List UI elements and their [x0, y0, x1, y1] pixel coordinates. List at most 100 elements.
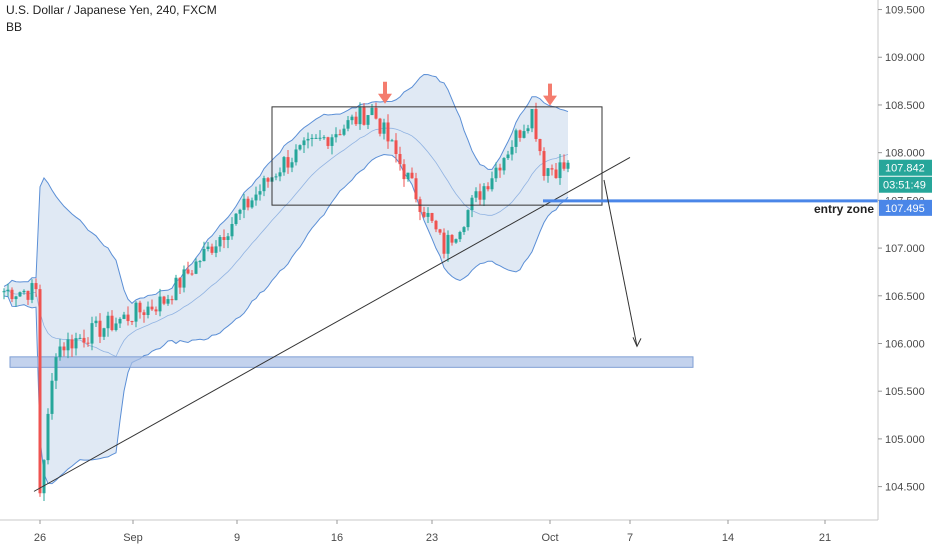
candle-body — [494, 167, 498, 179]
candle-body — [326, 137, 330, 146]
top-arrow-marker — [378, 81, 392, 104]
candle-body — [402, 164, 406, 180]
price-tick-label: 105.000 — [885, 434, 925, 446]
candle-body — [18, 292, 22, 297]
candle-body — [566, 162, 570, 169]
candle-body — [518, 130, 522, 138]
candle-body — [222, 237, 226, 240]
candle-body — [470, 197, 474, 211]
candle-body — [170, 299, 174, 301]
candle-body — [62, 346, 66, 351]
candle-body — [42, 460, 46, 494]
candle-body — [442, 232, 446, 254]
candle-body — [118, 318, 122, 324]
candle-body — [462, 227, 466, 233]
bollinger-lower-band — [3, 154, 569, 485]
candle-body — [202, 248, 206, 262]
candle-body — [94, 320, 98, 324]
candle-body — [126, 314, 130, 322]
candle-body — [34, 283, 38, 290]
candle-body — [130, 321, 134, 323]
time-tick-label: 23 — [426, 532, 438, 544]
entry-zone-label: entry zone — [814, 202, 874, 216]
candle-body — [258, 191, 262, 195]
candle-body — [294, 149, 298, 163]
candle-body — [382, 122, 386, 134]
candle-body — [162, 296, 166, 304]
candle-body — [114, 323, 118, 331]
candle-body — [514, 130, 518, 147]
price-tick-label: 108.000 — [885, 148, 925, 160]
candle-body — [298, 145, 302, 150]
candle-body — [358, 107, 362, 125]
candle-body — [102, 328, 106, 337]
candle-body — [454, 239, 458, 243]
candle-body — [6, 289, 10, 292]
candle-body — [466, 210, 470, 228]
last-price-badge — [879, 159, 932, 176]
candle-body — [310, 137, 314, 139]
candle-body — [254, 194, 258, 201]
candle-body — [486, 186, 490, 190]
candle-body — [262, 178, 266, 192]
candle-body — [90, 323, 94, 344]
price-tick-label: 107.000 — [885, 243, 925, 255]
candle-body — [186, 269, 190, 274]
candle-body — [134, 302, 138, 322]
candle-body — [26, 290, 30, 300]
candle-body — [302, 140, 306, 146]
candle-body — [70, 339, 74, 349]
candle-body — [110, 315, 114, 331]
candle-body — [178, 277, 182, 288]
candle-body — [14, 296, 18, 300]
candle-body — [54, 357, 58, 381]
candle-body — [214, 246, 218, 253]
candle-body — [474, 191, 478, 198]
time-tick-label: 7 — [627, 532, 633, 544]
time-tick-label: 26 — [34, 532, 46, 544]
candle-body — [10, 289, 14, 300]
candle-body — [246, 198, 250, 208]
time-tick-label: 9 — [234, 532, 240, 544]
candle-body — [146, 306, 150, 315]
candle-body — [534, 109, 538, 140]
time-tick-label: Sep — [123, 532, 143, 544]
top-arrow-marker — [543, 83, 557, 106]
candle-body — [58, 346, 62, 358]
candle-body — [458, 232, 462, 240]
chart-title: U.S. Dollar / Japanese Yen, 240, FXCM — [6, 3, 217, 17]
candle-body — [350, 116, 354, 121]
candle-body — [522, 131, 526, 138]
candle-body — [206, 246, 210, 249]
candle-body — [318, 137, 322, 139]
candle-body — [290, 162, 294, 168]
trend-line — [33, 156, 631, 492]
candle-body — [398, 154, 402, 165]
candle-body — [182, 269, 186, 288]
projection-arrow — [603, 179, 638, 347]
candle-body — [22, 290, 26, 293]
candle-body — [366, 115, 370, 125]
candle-body — [306, 138, 310, 141]
candle-body — [338, 134, 342, 136]
candle-body — [122, 314, 126, 319]
time-tick-label: 14 — [722, 532, 734, 544]
candle-body — [166, 299, 170, 304]
candle-body — [550, 168, 554, 170]
candle-body — [558, 162, 562, 179]
indicator-label[interactable]: BB — [6, 20, 23, 34]
candle-body — [346, 120, 350, 129]
candle-body — [278, 172, 282, 177]
candle-body — [386, 122, 390, 142]
candle-body — [322, 137, 326, 139]
candle-body — [46, 413, 50, 461]
candle-body — [74, 338, 78, 349]
candle-body — [406, 172, 410, 180]
candle-body — [38, 289, 42, 494]
candle-body — [234, 213, 238, 224]
candle-body — [314, 137, 318, 139]
candle-body — [478, 191, 482, 200]
candle-body — [538, 139, 542, 152]
